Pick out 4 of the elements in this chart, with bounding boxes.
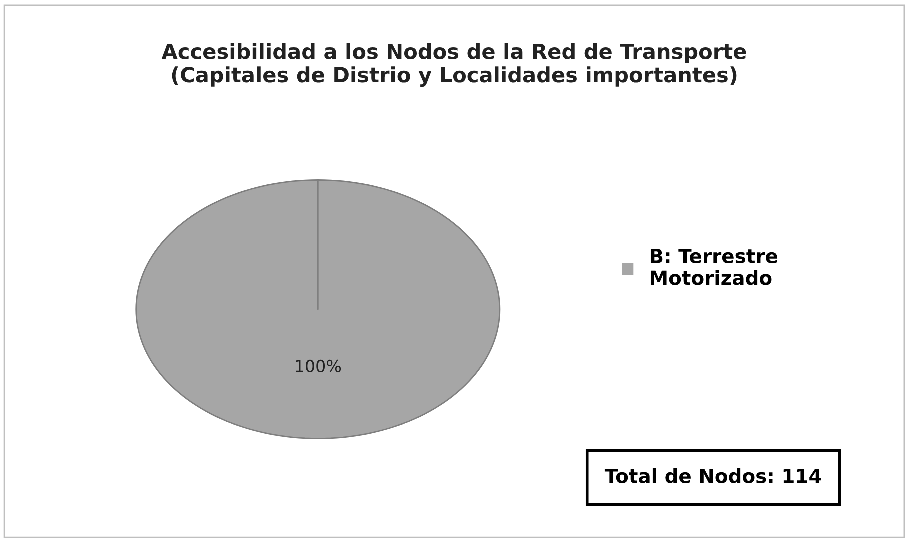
legend-label: B: Terrestre Motorizado — [650, 249, 778, 286]
data-label: 100% — [296, 360, 342, 373]
chart-title: Accesibilidad a los Nodos de la Red de Transporte (Capitales de Distrio y Localidades importantes) — [162, 43, 746, 87]
text: Total de Nodos: 114 — [604, 468, 822, 484]
